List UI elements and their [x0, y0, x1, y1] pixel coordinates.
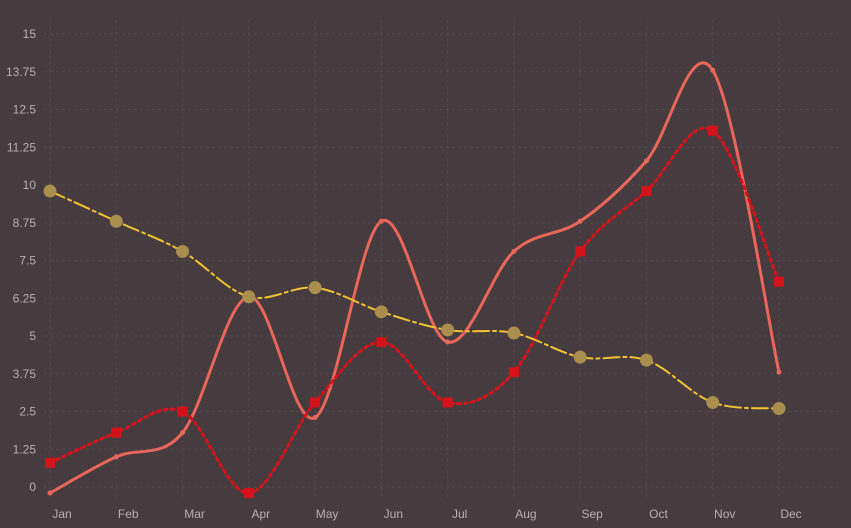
series-1-point	[710, 67, 716, 73]
y-tick-label: 3.75	[13, 367, 37, 381]
x-tick-label: Jan	[52, 507, 71, 521]
series-1-point	[445, 339, 451, 345]
y-tick-label: 8.75	[13, 216, 37, 230]
series-1-point	[776, 369, 782, 375]
series-1-point	[643, 158, 649, 164]
series-2-point	[177, 406, 188, 417]
y-tick-label: 11.25	[7, 140, 36, 154]
series-2-point	[508, 367, 519, 378]
axis-layer: 0 1.25 2.5 3.75 5 6.25 7.5 8.75 10 11.25 12.5 13.75…	[6, 27, 802, 521]
series-3-point	[639, 353, 653, 367]
series-3-point	[573, 350, 587, 364]
y-tick-label: 13.75	[6, 65, 36, 79]
series-1-point	[577, 218, 583, 224]
y-tick-label: 0	[29, 480, 36, 494]
series-3-line	[49, 190, 780, 410]
series-3-point	[374, 305, 388, 319]
series-2-point	[243, 488, 254, 499]
series-2-point	[641, 186, 652, 197]
y-tick-label: 2.5	[19, 405, 36, 419]
x-tick-label: Nov	[714, 507, 735, 521]
series-3-point	[706, 395, 720, 409]
series-2-point	[376, 337, 387, 348]
x-tick-label: Aug	[515, 507, 536, 521]
x-tick-label: May	[316, 507, 339, 521]
series-1-point	[312, 415, 318, 421]
series-1-point	[180, 430, 186, 436]
series-layer	[43, 61, 786, 499]
series-3	[43, 184, 786, 415]
series-2-point	[111, 427, 122, 438]
x-tick-label: Dec	[780, 507, 801, 521]
series-2-point	[442, 397, 453, 408]
series-3-point	[308, 281, 322, 295]
series-3-point	[507, 326, 521, 340]
y-tick-label: 12.5	[13, 103, 37, 117]
y-tick-label: 7.5	[19, 254, 36, 268]
series-2-line	[48, 126, 781, 495]
y-tick-label: 15	[23, 27, 37, 41]
grid-layer	[44, 20, 840, 500]
series-3-point	[242, 290, 256, 304]
y-tick-label: 1.25	[13, 442, 37, 456]
x-tick-label: Oct	[649, 507, 668, 521]
series-2-point	[774, 276, 784, 287]
series-1-point	[113, 454, 119, 460]
series-1-point	[378, 218, 384, 224]
x-tick-label: Sep	[582, 507, 604, 521]
series-1-point	[511, 248, 517, 254]
y-tick-label: 6.25	[13, 291, 37, 305]
x-tick-label: Apr	[251, 507, 270, 521]
x-tick-label: Mar	[184, 507, 205, 521]
series-2-point	[45, 457, 55, 468]
series-3-point	[109, 214, 123, 228]
series-3-point	[43, 184, 57, 198]
series-3-point	[772, 401, 786, 415]
x-tick-label: Jul	[452, 507, 467, 521]
x-tick-label: Feb	[118, 507, 139, 521]
series-3-point	[176, 244, 190, 258]
series-2	[45, 125, 784, 499]
series-2-point	[310, 397, 321, 408]
series-1-line	[48, 61, 781, 495]
y-tick-label: 10	[23, 178, 37, 192]
series-1-point	[47, 490, 53, 496]
series-2-point	[707, 125, 718, 136]
series-2-point	[575, 246, 586, 257]
series-3-point	[441, 323, 455, 337]
y-tick-label: 5	[29, 329, 36, 343]
series-1	[47, 61, 782, 496]
x-tick-label: Jun	[384, 507, 403, 521]
